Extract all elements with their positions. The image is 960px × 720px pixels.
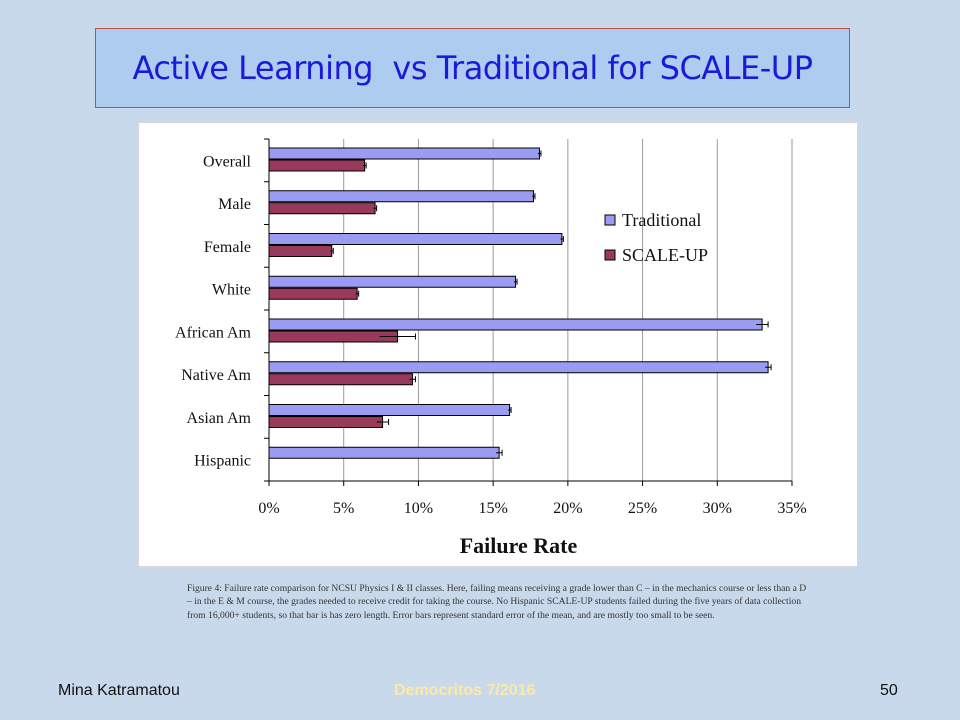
bar-scale-up — [268, 287, 358, 300]
category-label: White — [212, 282, 251, 299]
slide-title: Active Learning vs Traditional for SCALE… — [132, 49, 813, 87]
x-tick-label: 5% — [333, 500, 354, 517]
category-labels: Overall Male Female White African Am Native A… — [175, 153, 252, 469]
bar-traditional — [268, 404, 511, 416]
bars — [268, 147, 772, 459]
category-label: Asian Am — [187, 410, 252, 427]
x-tick-label: 10% — [404, 500, 433, 517]
x-tick-label: 30% — [703, 500, 732, 517]
slide-title-box: Active Learning vs Traditional for SCALE… — [95, 28, 850, 108]
legend-label: Traditional — [622, 210, 701, 230]
bar-traditional — [268, 147, 540, 160]
legend: Traditional SCALE-UP — [604, 210, 708, 265]
figure-caption: Figure 4: Failure rate comparison for NC… — [187, 583, 807, 621]
x-axis-title: Failure Rate — [460, 533, 578, 558]
category-label: African Am — [175, 324, 252, 341]
bar-scale-up — [268, 159, 366, 172]
legend-swatch-traditional — [604, 214, 616, 226]
bar-traditional — [268, 361, 769, 374]
category-label: Male — [218, 196, 251, 213]
x-tick-labels: 0% 5% 10% 15% 20% 25% 30% 35% — [258, 500, 806, 517]
bar-traditional — [268, 318, 763, 331]
category-label: Female — [204, 239, 251, 256]
x-tick-label: 25% — [628, 500, 657, 517]
failure-rate-chart: Overall Male Female White African Am Native A… — [175, 138, 807, 558]
footer-author: Mina Katramatou — [58, 682, 180, 699]
x-tick-label: 0% — [258, 500, 279, 517]
bar-scale-up — [268, 245, 333, 257]
legend-swatch-scale-up — [604, 249, 616, 261]
chart-panel: Overall Male Female White African Am Native A… — [138, 122, 858, 567]
bar-traditional — [268, 233, 563, 245]
category-label: Overall — [203, 153, 252, 170]
category-label: Hispanic — [194, 453, 251, 470]
footer-event: Democritos 7/2016 — [394, 682, 536, 699]
bar-traditional — [268, 190, 534, 203]
x-tick-label: 15% — [478, 500, 507, 517]
category-label: Native Am — [181, 367, 251, 384]
axes — [264, 138, 793, 486]
bar-scale-up — [268, 330, 399, 343]
bar-scale-up — [268, 416, 384, 428]
bar-scale-up — [268, 202, 376, 215]
x-tick-label: 35% — [777, 500, 806, 517]
footer-slide-number: 50 — [880, 682, 898, 699]
bar-scale-up — [268, 373, 413, 386]
x-tick-label: 20% — [553, 500, 582, 517]
bar-traditional — [268, 275, 517, 288]
bar-traditional — [268, 446, 500, 459]
legend-label: SCALE-UP — [622, 245, 708, 265]
